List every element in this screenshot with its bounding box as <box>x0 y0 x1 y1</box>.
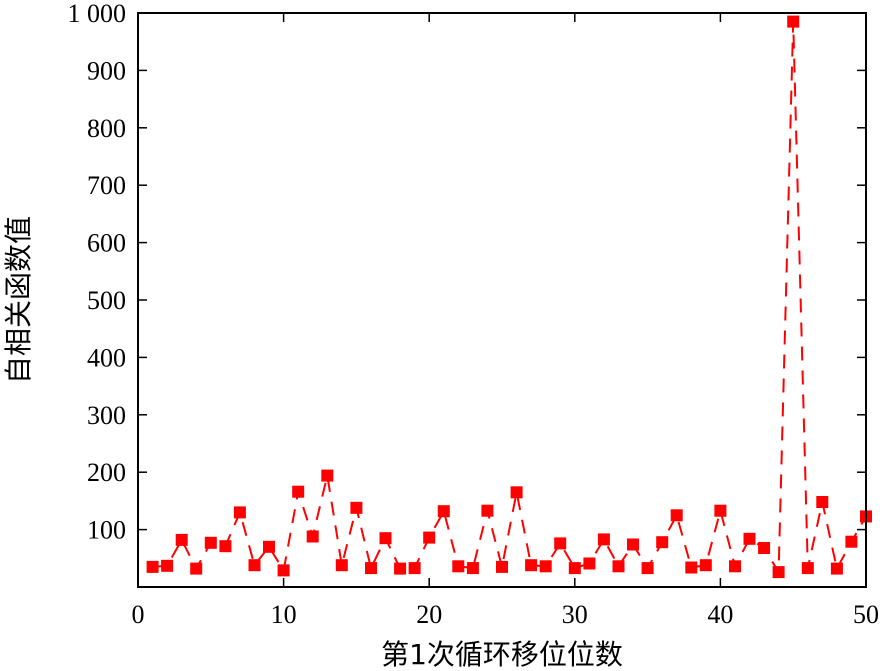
data-point-marker <box>248 559 261 572</box>
data-point-marker <box>772 566 785 579</box>
y-tick-label: 700 <box>87 171 126 200</box>
x-tick-label: 30 <box>562 600 588 629</box>
x-axis-ticks: 0 10 20 30 40 50 <box>132 13 879 629</box>
y-axis-label: 自相关函数值 <box>2 216 35 384</box>
x-axis-label: 第1次循环移位位数 <box>381 638 623 671</box>
data-point-marker <box>496 560 508 573</box>
y-tick-label: 500 <box>87 286 126 315</box>
x-tick-label: 40 <box>707 600 733 629</box>
y-tick-label: 600 <box>87 229 126 258</box>
y-axis-ticks: 100 200 300 400 500 600 700 800 900 1 000 <box>68 0 866 545</box>
series-line <box>152 21 867 576</box>
x-tick-label: 50 <box>853 600 879 629</box>
y-tick-label: 100 <box>87 516 126 545</box>
data-point-marker <box>656 536 669 549</box>
data-point-marker <box>452 560 465 573</box>
data-point-marker <box>335 559 348 572</box>
data-point-marker <box>437 505 450 518</box>
data-point-marker <box>466 562 479 575</box>
data-point-marker <box>554 537 567 550</box>
data-point-marker <box>292 485 305 498</box>
data-point-marker <box>816 496 829 508</box>
data-point-marker <box>321 469 334 482</box>
data-point-marker <box>277 564 290 577</box>
y-tick-label: 800 <box>87 114 126 143</box>
data-point-marker <box>190 562 203 575</box>
plot-area <box>146 15 872 579</box>
data-point-marker <box>394 562 407 575</box>
data-point-marker <box>350 501 363 514</box>
data-point-marker <box>670 509 683 522</box>
data-point-marker <box>685 561 698 574</box>
data-point-marker <box>597 533 610 546</box>
data-point-marker <box>146 560 159 573</box>
data-point-marker <box>379 532 392 545</box>
data-point-marker <box>161 559 174 572</box>
data-point-marker <box>641 562 654 575</box>
data-point-marker <box>365 562 377 575</box>
data-point-marker <box>175 533 188 546</box>
data-point-marker <box>830 562 843 575</box>
data-point-marker <box>204 536 217 549</box>
data-point-marker <box>423 531 436 544</box>
y-tick-label: 200 <box>87 458 126 487</box>
data-point-marker <box>758 542 771 554</box>
x-tick-label: 20 <box>416 600 442 629</box>
x-tick-label: 10 <box>271 600 297 629</box>
data-point-marker <box>306 530 319 543</box>
y-tick-label: 300 <box>87 401 126 430</box>
data-point-marker <box>729 560 741 573</box>
data-point-marker <box>481 504 494 517</box>
data-point-marker <box>787 15 800 28</box>
data-point-marker <box>525 559 538 572</box>
data-point-marker <box>263 540 275 553</box>
y-tick-label: 400 <box>87 343 126 372</box>
data-point-marker <box>845 535 858 548</box>
data-point-marker <box>219 540 232 553</box>
data-point-marker <box>627 538 639 551</box>
data-point-marker <box>583 557 596 570</box>
x-tick-label: 0 <box>132 600 145 629</box>
y-tick-label: 900 <box>87 56 126 85</box>
data-point-marker <box>568 562 581 575</box>
data-point-marker <box>612 560 625 573</box>
data-point-marker <box>510 486 523 499</box>
data-point-marker <box>801 562 814 575</box>
plot-frame <box>137 12 867 588</box>
data-point-marker <box>539 560 552 573</box>
data-point-marker <box>408 562 421 575</box>
data-point-marker <box>699 559 712 572</box>
data-point-marker <box>233 506 246 519</box>
data-point-marker <box>714 504 727 517</box>
data-point-marker <box>743 532 756 545</box>
y-tick-label: 1 000 <box>68 0 127 28</box>
